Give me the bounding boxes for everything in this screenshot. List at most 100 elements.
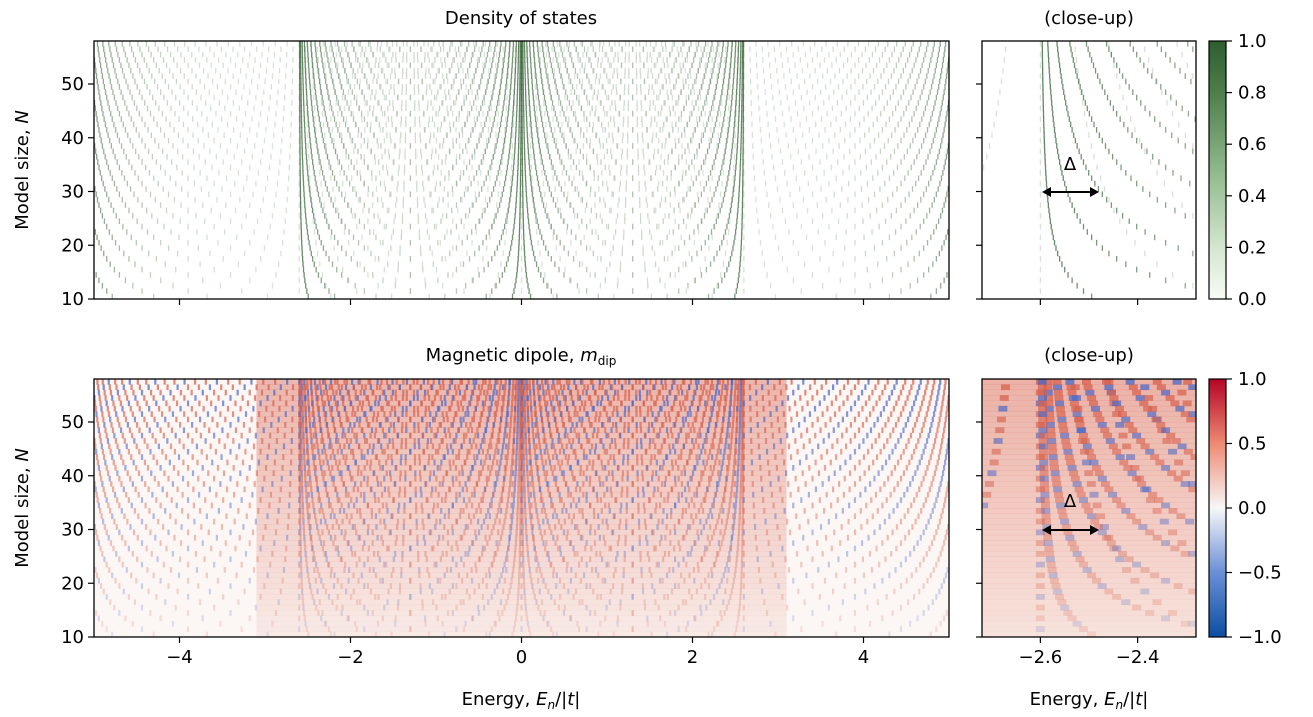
mdip-level-mark [717, 620, 720, 627]
dos-level-mark [701, 218, 703, 225]
dos-level-mark [599, 41, 601, 47]
dos-level-mark [154, 137, 156, 144]
dos-level-mark [515, 132, 517, 139]
dos-level-mark [518, 121, 520, 128]
dos-level-mark [509, 186, 511, 192]
dos-level-mark [532, 148, 535, 155]
dos-level-mark [586, 245, 588, 251]
dos-level-mark [392, 51, 394, 58]
dos-level-mark [529, 121, 531, 128]
dos-level-mark [322, 100, 324, 106]
dos-level-mark [1116, 207, 1118, 214]
dos-level-mark [1071, 51, 1073, 58]
dos-level-mark [502, 105, 504, 112]
dos-level-mark [722, 261, 724, 268]
dos-level-mark [552, 73, 555, 79]
dos-level-mark [302, 73, 304, 79]
dos-level-mark [429, 137, 431, 144]
dos-level-mark [301, 159, 304, 165]
dos-level-mark [530, 67, 532, 74]
dos-level-mark [103, 46, 105, 53]
dos-level-mark [314, 41, 316, 47]
dos-level-mark [618, 110, 621, 117]
dos-level-mark [237, 261, 240, 268]
dos-level-mark [583, 234, 585, 241]
dos-level-mark [351, 213, 354, 219]
dos-level-mark [522, 41, 524, 47]
dos-level-mark [652, 100, 655, 106]
dos-level-mark [800, 288, 803, 294]
dos-level-mark [732, 175, 734, 182]
dos-level-mark [360, 132, 363, 139]
dos-level-mark [521, 100, 523, 106]
mdip-level-mark [800, 626, 803, 632]
dos-level-mark [674, 164, 676, 171]
dos-level-mark [547, 250, 549, 257]
dos-level-mark [334, 89, 336, 96]
dos-level-mark [507, 110, 509, 117]
dos-level-mark [338, 159, 341, 165]
dos-level-mark [608, 207, 611, 214]
dos-level-mark [1094, 180, 1096, 187]
dos-level-mark [404, 153, 406, 160]
dos-level-mark [439, 180, 441, 187]
dos-level-mark [563, 164, 565, 171]
dos-level-mark [393, 84, 395, 90]
dos-level-mark [570, 202, 572, 208]
dos-level-mark [562, 218, 564, 225]
dos-level-mark [846, 73, 848, 79]
dos-level-mark [575, 116, 577, 122]
dos-level-mark [687, 282, 689, 289]
dos-level-mark [459, 153, 461, 160]
dos-level-mark [627, 84, 630, 90]
dos-level-mark [441, 159, 443, 165]
dos-level-mark [842, 62, 845, 69]
dos-level-mark [1053, 127, 1056, 133]
dos-level-mark [312, 67, 314, 74]
dos-level-mark [1140, 100, 1142, 106]
dos-level-mark [505, 78, 508, 85]
dos-level-mark [249, 239, 251, 246]
dos-level-mark [510, 245, 512, 251]
dos-level-mark [557, 121, 560, 128]
dos-level-mark [521, 110, 523, 117]
dos-level-mark [144, 143, 146, 149]
dos-level-mark [485, 293, 487, 299]
dos-level-mark [680, 46, 682, 53]
dos-level-mark [227, 41, 229, 47]
dos-level-mark [549, 94, 552, 101]
dos-level-mark [550, 159, 552, 165]
dos-level-mark [659, 51, 661, 58]
dos-level-mark [942, 170, 944, 176]
dos-level-mark [797, 250, 800, 257]
dos-level-mark [625, 41, 627, 47]
dos-level-mark [357, 127, 360, 133]
dos-level-mark [304, 207, 306, 214]
dos-level-mark [335, 100, 337, 106]
dos-level-mark [734, 132, 736, 139]
dos-level-mark [730, 51, 733, 58]
dos-level-mark [416, 186, 418, 192]
dos-level-mark [514, 207, 517, 214]
dos-level-mark [141, 51, 143, 58]
dos-level-mark [897, 121, 899, 128]
dos-level-mark [823, 57, 826, 63]
dos-level-mark [466, 234, 468, 241]
dos-level-mark [431, 46, 433, 53]
dos-level-mark [534, 159, 536, 165]
dos-level-mark [458, 116, 460, 122]
dos-level-mark [737, 207, 739, 214]
dos-level-mark [1170, 94, 1172, 101]
dos-level-mark [322, 137, 325, 144]
dos-level-mark [684, 57, 686, 63]
dos-level-mark [636, 84, 638, 90]
dos-level-mark [450, 105, 452, 112]
dos-level-mark [473, 78, 475, 85]
dos-level-mark [1095, 127, 1098, 133]
mdip-level-mark [355, 626, 358, 632]
dos-level-mark [484, 89, 487, 96]
dos-level-mark [313, 73, 315, 79]
dos-level-mark [887, 41, 889, 47]
dos-level-mark [482, 62, 484, 69]
dos-level-mark [379, 84, 381, 90]
